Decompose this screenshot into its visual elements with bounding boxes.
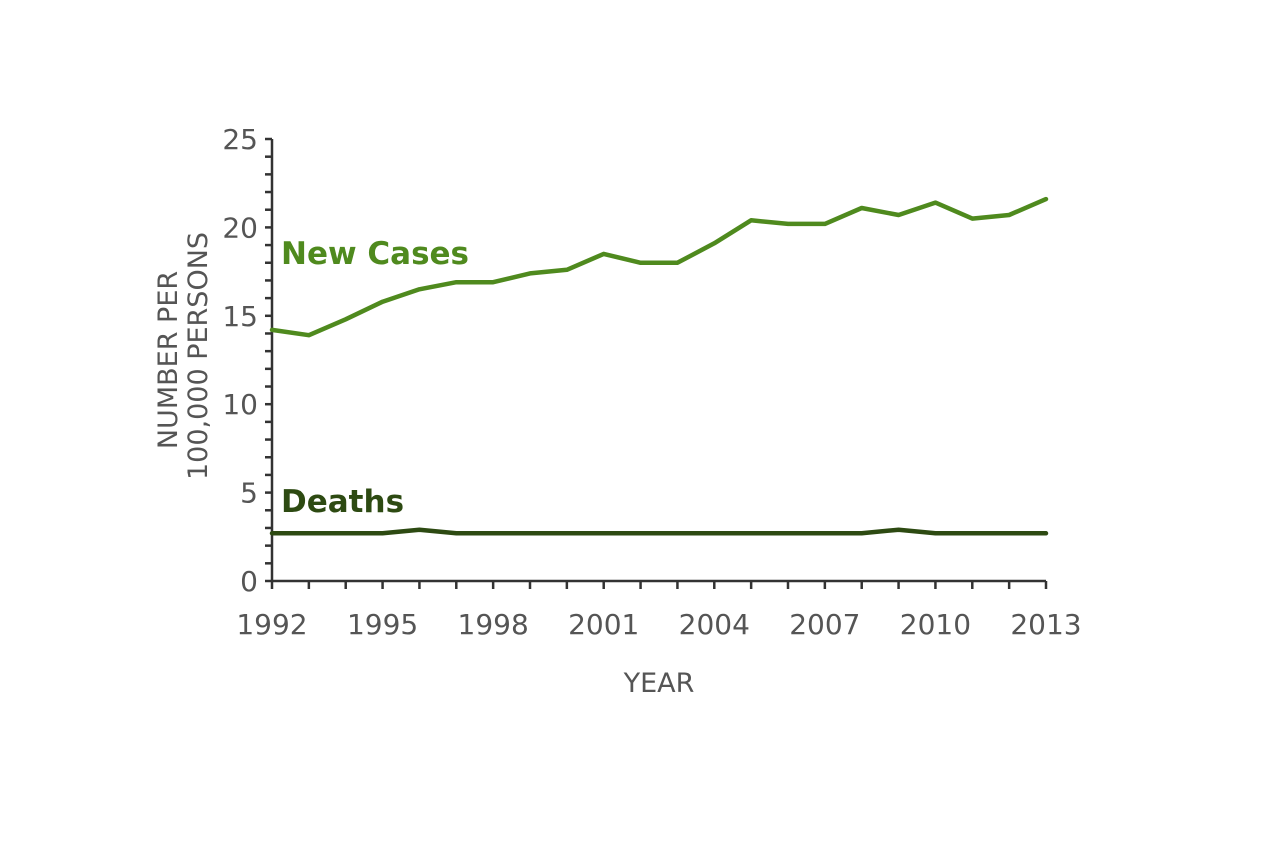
y-tick-label: 20	[222, 211, 258, 244]
x-tick-label: 1995	[347, 608, 418, 641]
series-lines	[269, 196, 1049, 536]
x-tick-label: 2004	[679, 608, 750, 641]
x-tick-label: 2001	[568, 608, 639, 641]
series-line-deaths	[269, 527, 1049, 536]
series-label-new-cases: New Cases	[281, 236, 469, 272]
series-label-deaths: Deaths	[281, 484, 404, 520]
y-tick-label: 10	[222, 388, 258, 421]
y-tick-label: 25	[222, 123, 258, 156]
x-tick-label: 1992	[236, 608, 307, 641]
series-line-new-cases	[269, 196, 1049, 338]
axes: 0 5 10 15 20 25 1992 1995 1998 2001 2004 2007 2010 20…	[222, 123, 1081, 641]
y-tick-label: 0	[240, 565, 258, 598]
y-tick-label: 5	[240, 477, 258, 510]
x-axis-title: YEAR	[623, 668, 695, 699]
x-tick-label: 1998	[458, 608, 529, 641]
y-axis-title-line2: 100,000 PERSONS	[183, 232, 214, 480]
x-tick-label: 2007	[789, 608, 860, 641]
x-tick-label: 2010	[900, 608, 971, 641]
x-tick-label: 2013	[1010, 608, 1081, 641]
y-tick-label: 15	[222, 300, 258, 333]
y-axis-title-line1: NUMBER PER	[153, 271, 184, 449]
